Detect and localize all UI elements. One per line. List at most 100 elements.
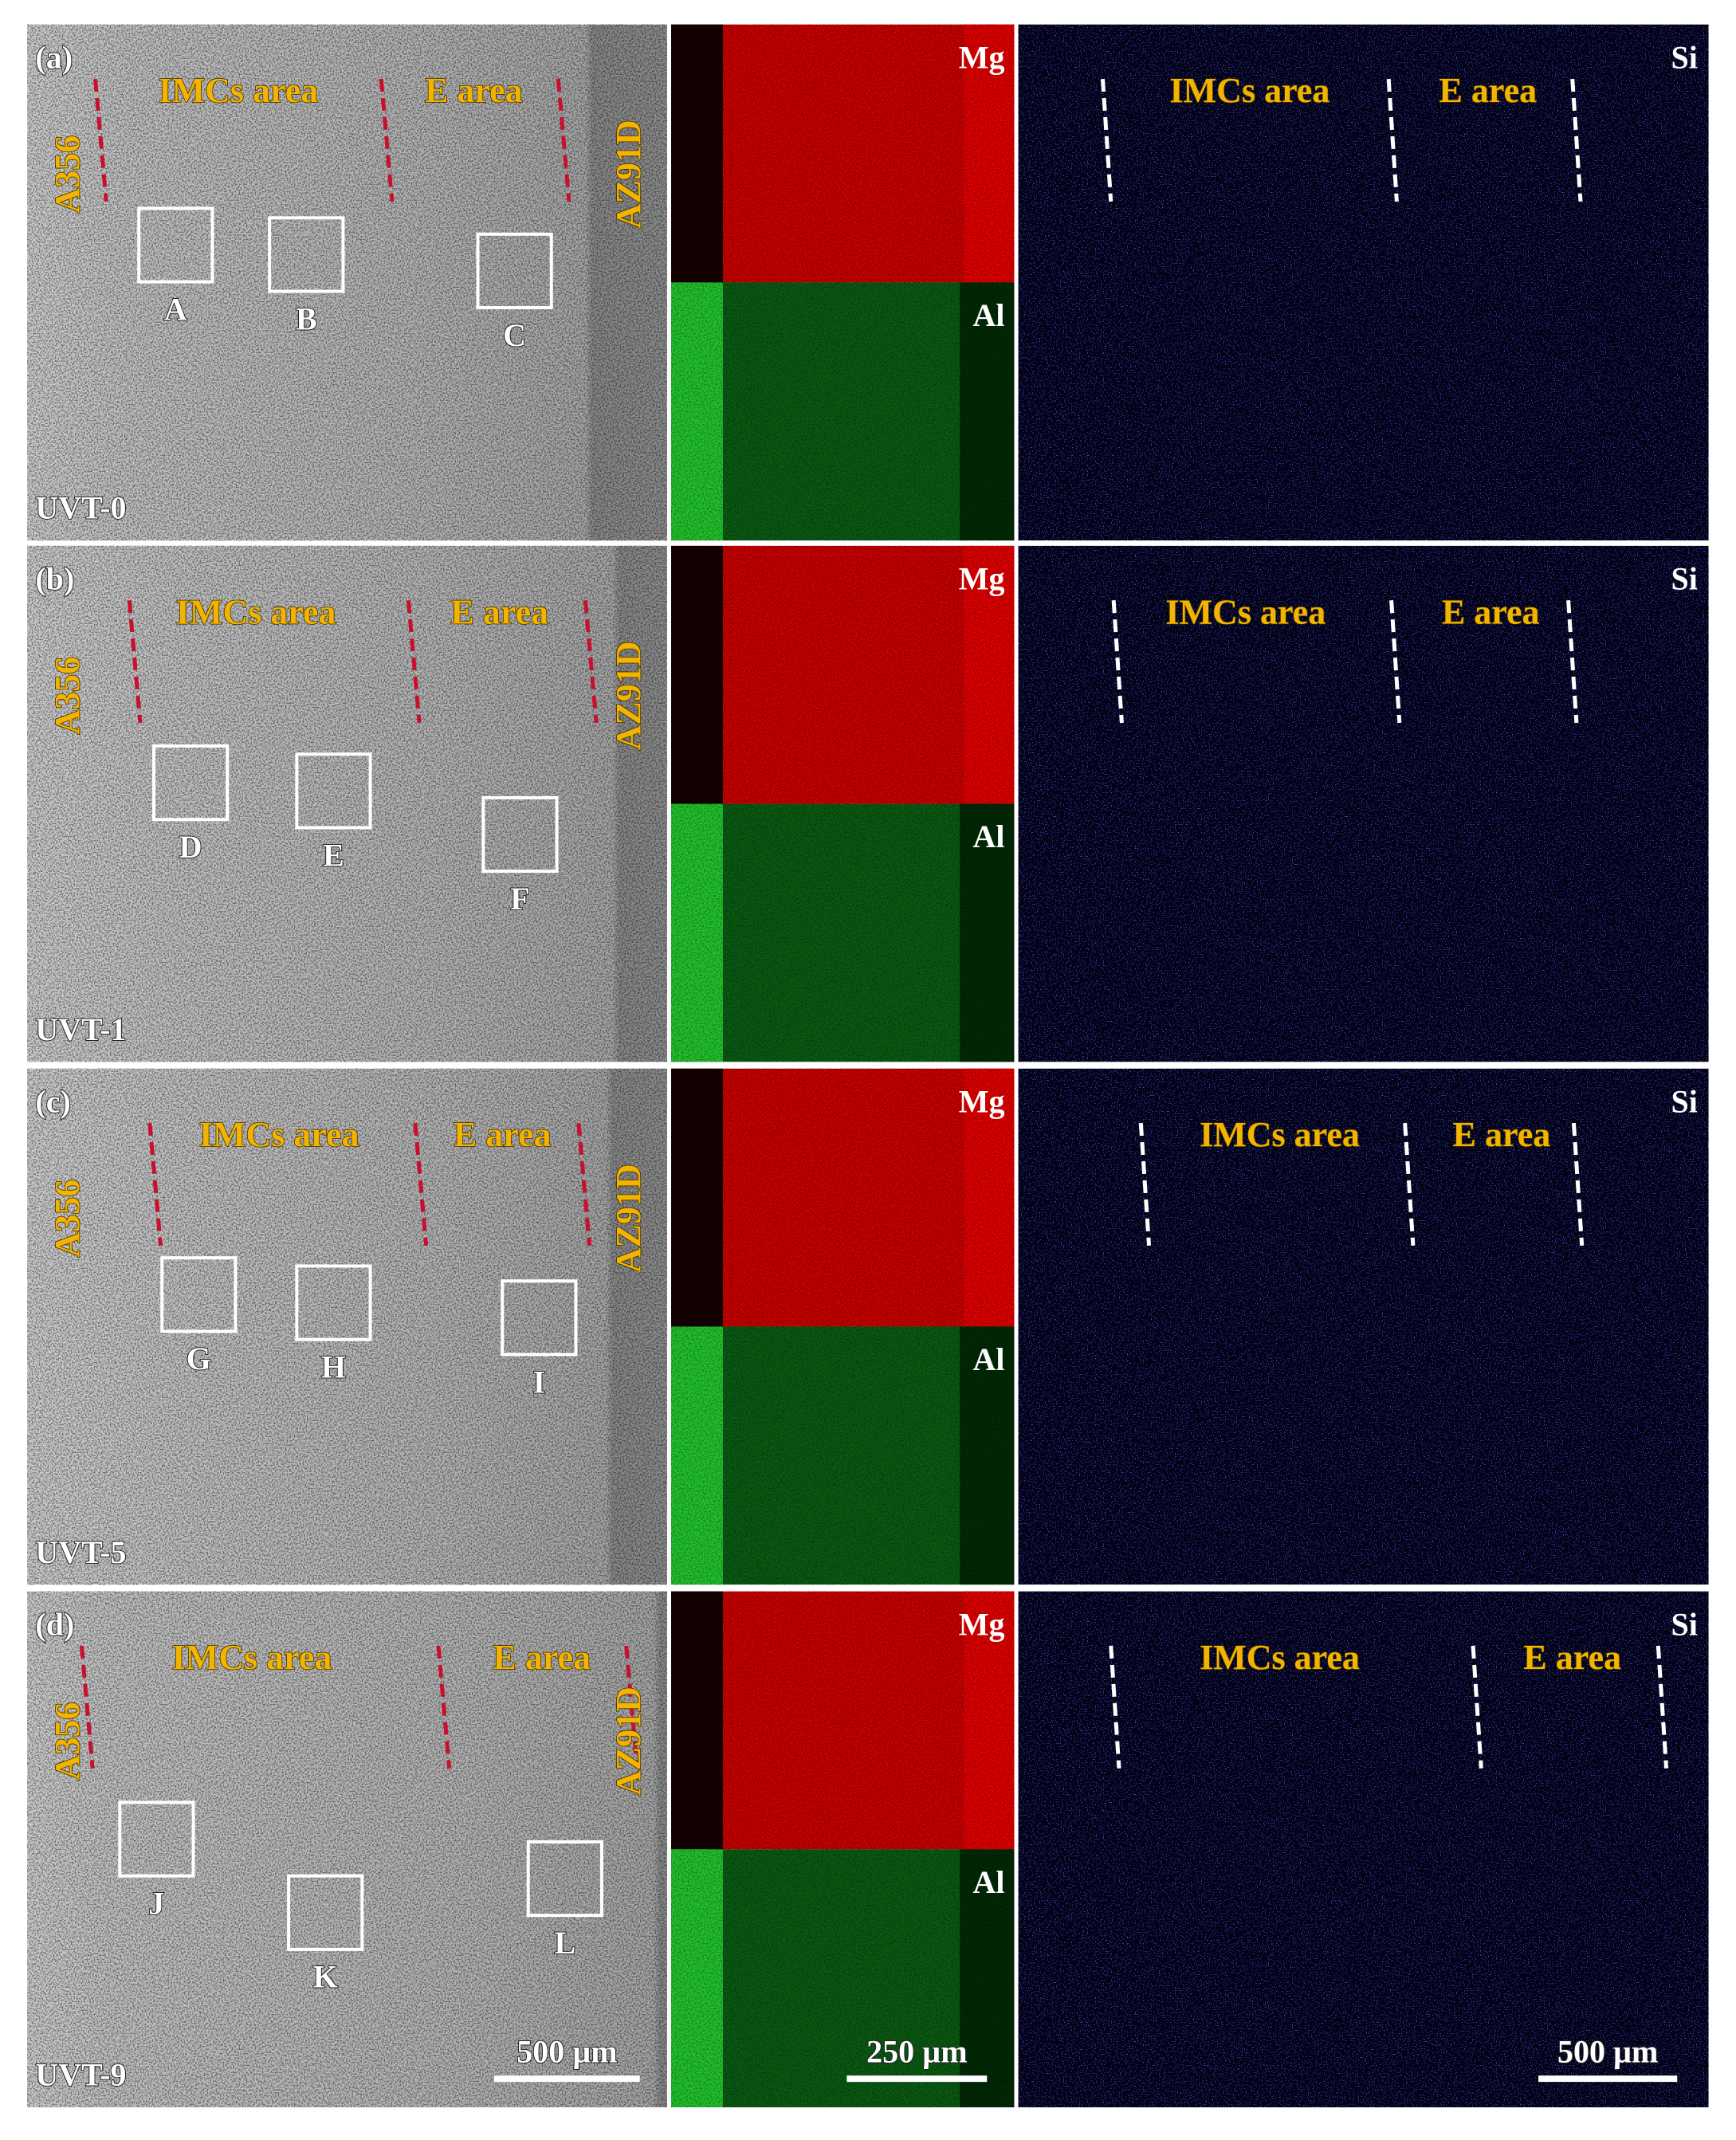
box-label: L (554, 1925, 575, 1961)
si-boundary-line (1403, 1122, 1416, 1246)
boundary-line (624, 1645, 639, 1769)
si-label: Si (1671, 561, 1698, 597)
e-area-label: E area (493, 1638, 591, 1677)
si-texture (1018, 1068, 1709, 1585)
al-texture (671, 1849, 1015, 2107)
sem-texture (27, 1068, 667, 1585)
analysis-box (295, 1264, 372, 1341)
right-alloy-label: AZ91D (609, 1164, 648, 1273)
mg-label: Mg (959, 1606, 1005, 1642)
si-imcs-label: IMCs area (1200, 1115, 1360, 1154)
analysis-box (295, 752, 372, 830)
si-texture (1018, 24, 1709, 541)
mg-label: Mg (959, 1083, 1005, 1119)
si-texture (1018, 1591, 1709, 2107)
al-texture (671, 282, 1015, 541)
boundary-line (127, 600, 143, 724)
si-boundary-line (1571, 1122, 1585, 1246)
si-boundary-line (1655, 1645, 1669, 1769)
box-label: K (313, 1959, 338, 1995)
row-2: G H I (c) UVT-5 IMCs area E area A356 AZ91D Mg Al S… (27, 1068, 1709, 1585)
left-alloy-label: A356 (48, 657, 87, 735)
analysis-box (152, 744, 230, 822)
si-imcs-label: IMCs area (1200, 1638, 1360, 1677)
mg-texture (671, 1591, 1015, 1850)
al-label: Al (973, 819, 1005, 854)
scale-bar-label: 500 µm (1557, 2034, 1658, 2070)
sample-label: UVT-0 (35, 490, 126, 526)
al-texture (671, 1326, 1015, 1585)
si-label: Si (1671, 1606, 1698, 1642)
boundary-line (436, 1645, 452, 1769)
analysis-box (501, 1279, 578, 1357)
si-boundary-line (1111, 600, 1124, 724)
boundary-line (379, 78, 395, 202)
row-3: J K L (d) UVT-9 IMCs area E area A356 AZ91D Mg Al S… (27, 1591, 1709, 2107)
box-label: A (164, 291, 187, 327)
al-label: Al (973, 297, 1005, 333)
si-texture (1018, 545, 1709, 1062)
box-label: E (323, 837, 344, 873)
si-label: Si (1671, 39, 1698, 75)
si-boundary-line (1109, 1645, 1121, 1769)
e-area-label: E area (425, 71, 523, 110)
si-imcs-label: IMCs area (1170, 71, 1330, 110)
panel-label: (c) (35, 1083, 70, 1119)
mg-texture (671, 24, 1015, 283)
analysis-box (137, 206, 214, 284)
left-alloy-label: A356 (48, 1180, 87, 1258)
boundary-line (576, 1122, 592, 1247)
e-area-label: E area (454, 1115, 552, 1154)
si-boundary-line (1386, 78, 1399, 202)
analysis-box (268, 216, 345, 293)
row-1: D E F (b) UVT-1 IMCs area E area A356 AZ91D Mg Al S… (27, 545, 1709, 1062)
imcs-label: IMCs area (199, 1115, 359, 1154)
sem-texture (27, 24, 667, 541)
boundary-line (147, 1122, 163, 1247)
box-label: J (148, 1885, 164, 1921)
sem-texture (27, 545, 667, 1062)
box-label: B (296, 300, 317, 336)
si-boundary-line (1570, 78, 1583, 202)
panel-label: (b) (35, 561, 74, 597)
box-label: F (510, 881, 529, 917)
analysis-box (476, 232, 553, 310)
si-label: Si (1671, 1083, 1698, 1119)
analysis-box (160, 1256, 238, 1333)
boundary-line (556, 78, 571, 202)
box-label: C (503, 317, 526, 353)
sample-label: UVT-1 (35, 1011, 126, 1047)
sample-label: UVT-5 (35, 1534, 126, 1570)
al-texture (671, 803, 1015, 1062)
boundary-line (583, 600, 599, 724)
al-label: Al (973, 1864, 1005, 1900)
right-alloy-label: AZ91D (609, 120, 648, 229)
scale-bar-label: 250 µm (866, 2034, 967, 2070)
box-label: G (187, 1341, 211, 1376)
sample-label: UVT-9 (35, 2057, 126, 2093)
scale-bar-label: 500 µm (516, 2034, 617, 2070)
mg-label: Mg (959, 39, 1005, 75)
e-area-label: E area (451, 592, 549, 631)
sem-texture (27, 1591, 667, 2107)
imcs-label: IMCs area (158, 71, 318, 110)
box-label: H (321, 1349, 346, 1384)
si-e-area-label: E area (1439, 71, 1538, 110)
box-label: I (533, 1364, 546, 1400)
boundary-line (406, 600, 422, 724)
right-alloy-label: AZ91D (609, 641, 648, 750)
si-boundary-line (1138, 1122, 1152, 1246)
analysis-box (118, 1800, 195, 1878)
boundary-line (79, 1645, 95, 1769)
si-e-area-label: E area (1453, 1115, 1551, 1154)
mg-texture (671, 545, 1015, 804)
right-alloy-label: AZ91D (609, 1686, 648, 1796)
al-label: Al (973, 1341, 1005, 1377)
mg-label: Mg (959, 561, 1005, 597)
boundary-line (413, 1122, 429, 1247)
analysis-box (526, 1840, 603, 1918)
panel-label: (d) (35, 1606, 74, 1642)
si-boundary-line (1471, 1645, 1483, 1769)
row-0: A B C (a) UVT-0 IMCs area E area A356 AZ91D Mg Al S… (27, 24, 1709, 541)
